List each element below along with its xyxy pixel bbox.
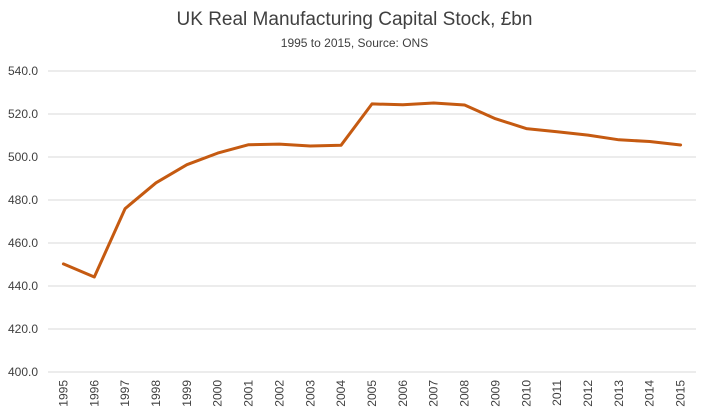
y-tick-label: 400.0	[8, 365, 38, 379]
series-line	[61, 101, 683, 279]
x-tick-label: 2002	[272, 380, 286, 407]
x-tick-label: 2015	[674, 380, 688, 407]
x-tick-label: 2003	[303, 380, 317, 407]
x-tick-label: 2005	[365, 380, 379, 407]
x-tick-label: 1999	[180, 380, 194, 407]
x-tick-label: 2004	[334, 380, 348, 407]
x-tick-label: 2010	[519, 380, 533, 407]
x-tick-label: 2008	[458, 380, 472, 407]
x-tick-label: 2013	[612, 380, 626, 407]
y-tick-label: 460.0	[8, 236, 38, 250]
x-tick-label: 2007	[427, 380, 441, 407]
y-tick-label: 500.0	[8, 150, 38, 164]
x-tick-label: 2006	[396, 380, 410, 407]
y-tick-label: 420.0	[8, 322, 38, 336]
y-tick-label: 520.0	[8, 107, 38, 121]
x-tick-label: 2011	[550, 380, 564, 406]
x-tick-label: 2000	[211, 380, 225, 407]
x-tick-label: 2001	[242, 380, 256, 407]
x-tick-label: 1996	[87, 380, 101, 407]
chart-title: UK Real Manufacturing Capital Stock, £bn	[176, 9, 533, 30]
x-tick-label: 1997	[118, 380, 132, 407]
chart-subtitle: 1995 to 2015, Source: ONS	[280, 36, 429, 50]
y-tick-label: 440.0	[8, 279, 38, 293]
x-tick-label: 1998	[149, 380, 163, 407]
x-tick-label: 2014	[643, 380, 657, 407]
x-tick-label: 2012	[581, 380, 595, 407]
x-tick-label: 1995	[56, 380, 70, 407]
y-tick-label: 480.0	[8, 193, 38, 207]
x-tick-label: 2009	[488, 380, 502, 407]
y-tick-label: 540.0	[8, 64, 38, 78]
